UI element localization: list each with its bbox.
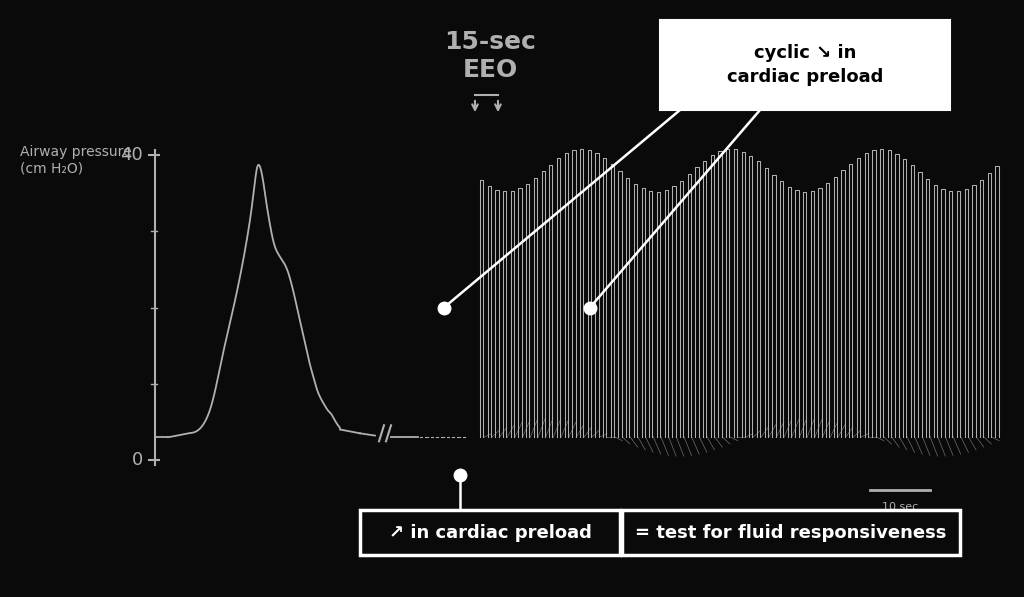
Bar — [622, 510, 961, 555]
Text: 40: 40 — [120, 146, 143, 164]
Bar — [360, 510, 620, 555]
Text: 0: 0 — [132, 451, 143, 469]
Text: ↗ in cardiac preload: ↗ in cardiac preload — [388, 524, 592, 541]
Bar — [660, 20, 950, 110]
Text: cyclic ↘ in
cardiac preload: cyclic ↘ in cardiac preload — [727, 44, 883, 87]
Text: Airway pressure: Airway pressure — [20, 145, 132, 159]
Text: EEO: EEO — [463, 58, 517, 82]
Text: 15-sec: 15-sec — [444, 30, 536, 54]
Text: (cm H₂O): (cm H₂O) — [20, 162, 83, 176]
Text: 10 sec: 10 sec — [882, 502, 919, 512]
Text: = test for fluid responsiveness: = test for fluid responsiveness — [635, 524, 946, 541]
